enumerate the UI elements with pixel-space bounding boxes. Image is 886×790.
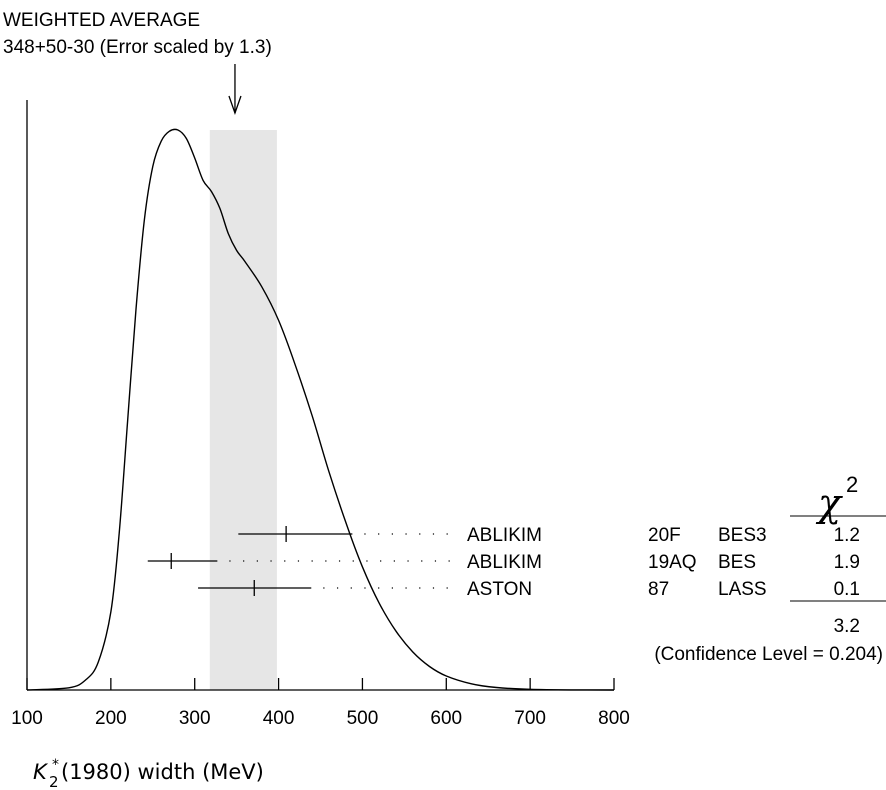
x-tick-label: 800 <box>598 708 630 729</box>
chi2-header-exponent: 2 <box>846 472 858 497</box>
chi2-header: χ <box>815 481 843 525</box>
measurement-chi2: 1.2 <box>834 525 860 546</box>
measurement-ref: 19AQ <box>648 552 697 573</box>
x-axis-tick-labels: 100 200 300 400 500 600 700 800 <box>11 708 630 729</box>
confidence-level: (Confidence Level = 0.204) <box>654 644 883 665</box>
measurement-chi2: 0.1 <box>834 579 860 600</box>
chi2-total: 3.2 <box>834 616 860 637</box>
measurement-experiment: LASS <box>718 579 767 600</box>
x-tick-label: 600 <box>430 708 462 729</box>
svg-text:K * 2 (1980): K * 2 (1980) width (MeV) <box>33 750 264 790</box>
measurement-ref: 20F <box>648 525 681 546</box>
measurement-chi2: 1.9 <box>834 552 860 573</box>
x-tick-label: 500 <box>347 708 379 729</box>
measurement-ref: 87 <box>648 579 669 600</box>
measurements: ABLIKIM 20F BES3 1.2 ABLIKIM 19AQ BES 1.9 ASTON 8… <box>147 525 860 600</box>
measurement-row: ABLIKIM 19AQ BES 1.9 <box>147 552 860 573</box>
weighted-average-band <box>209 130 277 690</box>
weighted-average-arrow <box>228 64 242 115</box>
measurement-author: ASTON <box>467 579 532 600</box>
x-axis-ticks <box>26 678 615 690</box>
x-tick-label: 100 <box>11 708 43 729</box>
measurement-experiment: BES <box>718 552 756 573</box>
measurement-row: ASTON 87 LASS 0.1 <box>198 579 860 600</box>
ideogram-curve <box>26 128 615 691</box>
measurement-row: ABLIKIM 20F BES3 1.2 <box>238 525 860 546</box>
x-tick-label: 300 <box>179 708 211 729</box>
measurement-author: ABLIKIM <box>467 525 542 546</box>
chart-title: WEIGHTED AVERAGE <box>3 10 200 31</box>
measurement-experiment: BES3 <box>718 525 767 546</box>
x-axis-label: K * 2 (1980) width (MeV) <box>33 750 264 790</box>
x-tick-label: 700 <box>514 708 546 729</box>
x-tick-label: 200 <box>95 708 127 729</box>
x-tick-label: 400 <box>263 708 295 729</box>
chart-subtitle: 348+50-30 (Error scaled by 1.3) <box>3 37 272 58</box>
measurement-author: ABLIKIM <box>467 552 542 573</box>
